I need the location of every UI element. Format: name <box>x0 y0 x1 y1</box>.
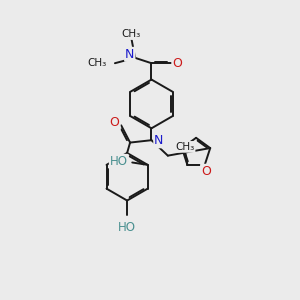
Text: O: O <box>172 57 182 70</box>
Text: O: O <box>110 116 120 130</box>
Text: O: O <box>201 165 211 178</box>
Text: HO: HO <box>110 155 128 168</box>
Text: HO: HO <box>118 221 136 234</box>
Text: N: N <box>125 48 134 61</box>
Text: CH₃: CH₃ <box>175 142 195 152</box>
Text: N: N <box>154 134 164 147</box>
Text: CH₃: CH₃ <box>122 29 141 39</box>
Text: CH₃: CH₃ <box>87 58 106 68</box>
